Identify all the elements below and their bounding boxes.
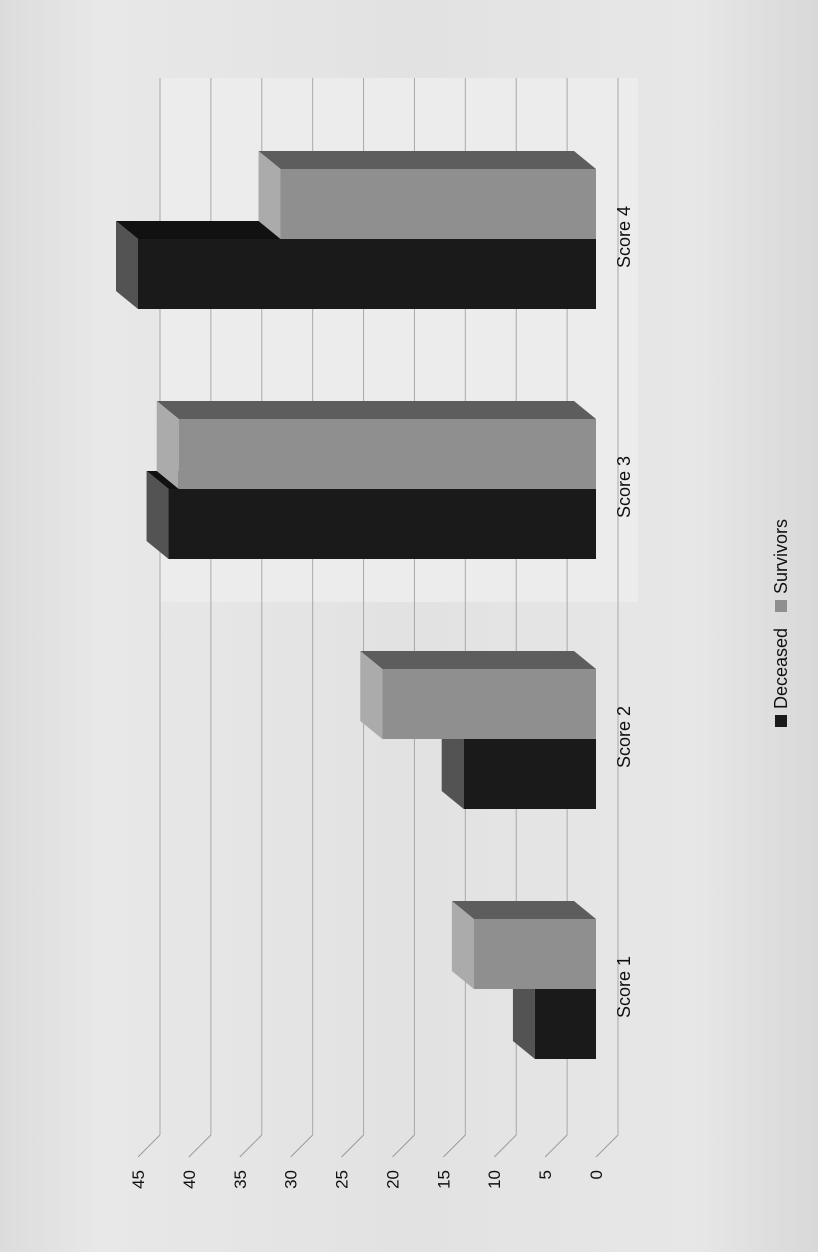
y-tick-label: 30	[282, 1170, 301, 1189]
y-axis-ticks: 0 5 10 15 20 25 30 35 40 45	[129, 1170, 606, 1189]
y-tick-label: 0	[587, 1170, 606, 1179]
bar-top	[156, 401, 179, 489]
bar-side	[258, 151, 596, 169]
gridline-diagonal	[290, 1134, 314, 1158]
bar	[178, 419, 596, 489]
bar-top	[146, 471, 169, 559]
y-tick-label: 25	[333, 1170, 352, 1189]
bar-top	[258, 151, 281, 239]
y-tick-label: 40	[180, 1170, 199, 1189]
bar	[534, 989, 597, 1059]
bar-top	[512, 971, 535, 1059]
gridline-diagonal	[239, 1134, 263, 1158]
bar-side	[156, 401, 596, 419]
bar-top	[360, 651, 383, 739]
legend: Deceased Survivors	[771, 519, 791, 727]
x-category-label: Score 2	[614, 706, 634, 768]
gridline-diagonal	[595, 1134, 619, 1158]
legend-label: Deceased	[771, 628, 791, 709]
legend-swatch	[775, 715, 787, 727]
x-category-label: Score 1	[614, 956, 634, 1018]
gridline-diagonal	[188, 1134, 212, 1158]
legend-label: Survivors	[771, 519, 791, 594]
x-category-label: Score 3	[614, 456, 634, 518]
bar-top	[116, 221, 138, 309]
bar	[138, 239, 596, 309]
bar-top	[451, 901, 474, 989]
legend-swatch	[775, 600, 787, 612]
bar-side	[360, 651, 596, 669]
y-tick-label: 15	[434, 1170, 453, 1189]
y-tick-label: 20	[383, 1170, 402, 1189]
bars	[116, 151, 597, 1059]
y-tick-label: 10	[485, 1170, 504, 1189]
gridline-diagonal	[442, 1134, 466, 1158]
gridline-diagonal	[137, 1134, 161, 1158]
x-category-label: Score 4	[614, 206, 634, 268]
gridline-diagonal	[392, 1134, 415, 1158]
bar	[382, 669, 596, 739]
bar-side	[451, 901, 596, 919]
gridline-diagonal	[493, 1134, 517, 1158]
bar	[463, 739, 597, 809]
bar	[473, 919, 596, 989]
bar	[168, 489, 597, 559]
bar-top	[441, 721, 464, 809]
gridline-diagonal	[544, 1134, 568, 1158]
bar	[280, 169, 596, 239]
y-tick-label: 35	[231, 1170, 250, 1189]
x-axis-categories: Score 1 Score 2 Score 3 Score 4	[614, 206, 634, 1018]
gridline-diagonal	[341, 1134, 364, 1158]
y-tick-label: 45	[129, 1170, 148, 1189]
y-tick-label: 5	[536, 1170, 555, 1179]
